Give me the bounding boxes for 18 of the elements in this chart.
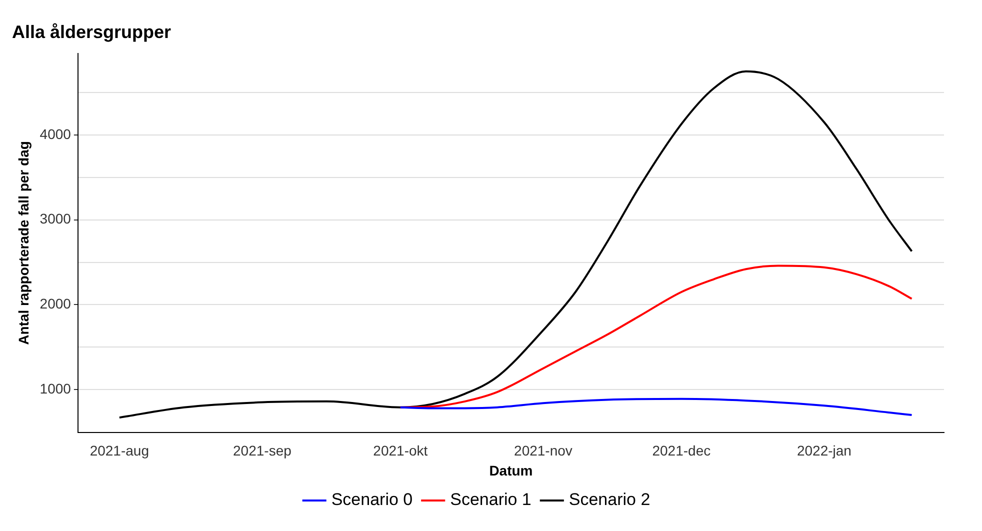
x-tick-label: 2021-okt xyxy=(373,442,428,459)
x-tick-label: 2021-sep xyxy=(233,442,292,459)
legend-label: Scenario 0 xyxy=(331,490,413,510)
chart-title: Alla åldersgrupper xyxy=(12,22,172,42)
y-axis-title: Antal rapporterade fall per dag xyxy=(15,141,32,345)
y-tick-label: 1000 xyxy=(40,380,72,396)
y-tick-label: 2000 xyxy=(40,296,72,312)
y-tick-label: 4000 xyxy=(40,126,72,142)
x-tick-label: 2021-nov xyxy=(514,442,572,459)
x-axis-title: Datum xyxy=(489,462,533,478)
line-series xyxy=(118,70,913,419)
x-tick-label: 2022-jan xyxy=(796,442,852,459)
legend-label: Scenario 2 xyxy=(568,490,650,510)
line-series xyxy=(399,398,913,416)
x-tick-label: 2021-aug xyxy=(90,442,149,459)
y-tick-label: 3000 xyxy=(40,210,72,227)
legend-label: Scenario 1 xyxy=(450,490,532,510)
x-tick-label: 2021-dec xyxy=(652,442,711,459)
